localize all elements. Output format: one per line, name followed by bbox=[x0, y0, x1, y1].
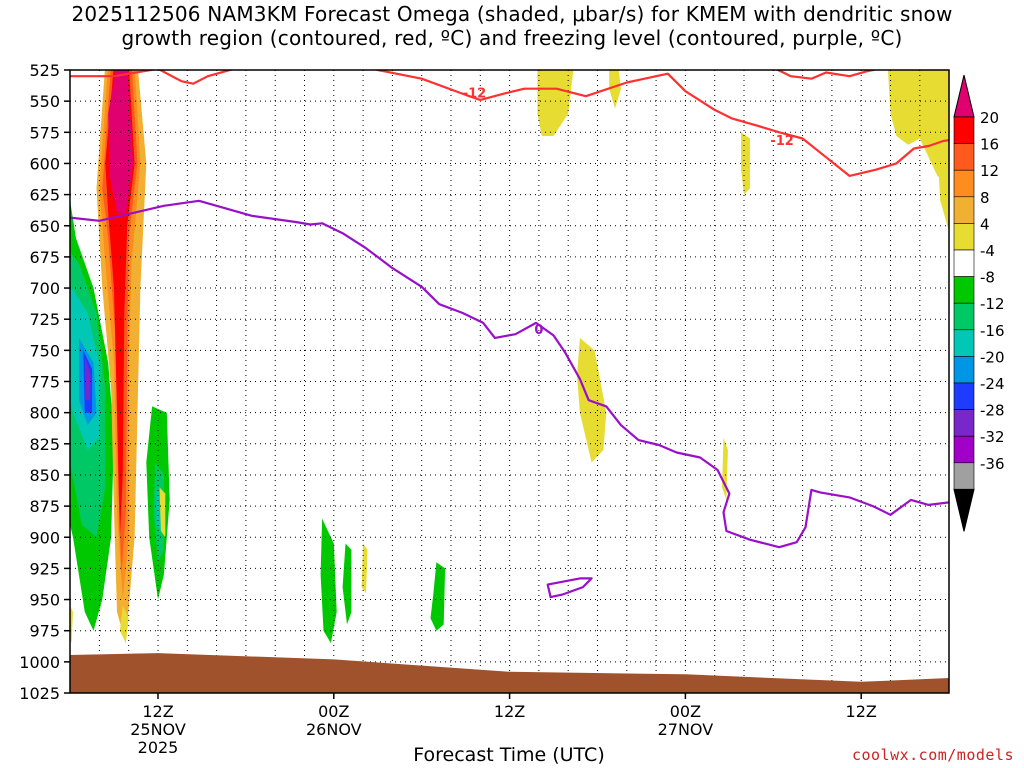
colorbar-top-arrow bbox=[953, 74, 975, 118]
x-tick-label: 25NOV bbox=[130, 720, 186, 739]
omega-patch bbox=[430, 562, 446, 631]
contours bbox=[70, 70, 949, 599]
x-tick-label: 12Z bbox=[494, 702, 525, 721]
y-tick-label: 975 bbox=[29, 622, 60, 641]
credit-text: coolwx.com/models bbox=[851, 746, 1014, 764]
x-axis-label: Forecast Time (UTC) bbox=[413, 744, 605, 766]
colorbar-label: 8 bbox=[980, 189, 990, 207]
colorbar-label: -8 bbox=[980, 269, 995, 287]
y-tick-label: 650 bbox=[29, 217, 60, 236]
colorbar-segment bbox=[953, 302, 975, 331]
colorbar-bottom-arrow bbox=[953, 488, 975, 532]
omega-patch bbox=[12, 64, 27, 136]
colorbar-label: -32 bbox=[980, 428, 1005, 446]
y-tick-label: 825 bbox=[29, 435, 60, 454]
omega-patch bbox=[119, 605, 129, 644]
colorbar-label: -16 bbox=[980, 322, 1005, 340]
omega-patch bbox=[609, 70, 621, 109]
colorbar-label: -36 bbox=[980, 455, 1005, 473]
y-axis: 525 550 575 600 625 650 675 700 725 750 775 800 825 8… bbox=[19, 61, 70, 703]
colorbar: 20 16 12 8 4 -4 -8 -12 -16 -20 -24 -28 -32 -36 bbox=[953, 74, 1005, 532]
contour-label: -12 bbox=[463, 86, 487, 101]
y-tick-label: 875 bbox=[29, 497, 60, 516]
colorbar-label: -24 bbox=[980, 375, 1005, 393]
y-tick-label: 1000 bbox=[19, 653, 60, 672]
omega-patch bbox=[14, 201, 19, 276]
chart-title: 2025112506 NAM3KM Forecast Omega (shaded… bbox=[0, 2, 1024, 50]
colorbar-segment bbox=[953, 169, 975, 198]
y-tick-label: 725 bbox=[29, 310, 60, 329]
contour-line bbox=[70, 70, 949, 177]
colorbar-segment bbox=[953, 462, 975, 490]
y-tick-label: 700 bbox=[29, 279, 60, 298]
plot-background bbox=[70, 70, 949, 693]
x-tick-label: 12Z bbox=[846, 702, 877, 721]
omega-patch bbox=[9, 188, 24, 288]
colorbar-label: 4 bbox=[980, 215, 990, 233]
y-tick-label: 550 bbox=[29, 92, 60, 111]
omega-patch bbox=[937, 151, 949, 232]
x-tick-label: 26NOV bbox=[306, 720, 362, 739]
x-tick-label: 27NOV bbox=[658, 720, 714, 739]
omega-shading bbox=[9, 64, 949, 644]
y-tick-label: 1025 bbox=[19, 684, 60, 703]
y-tick-label: 925 bbox=[29, 559, 60, 578]
colorbar-label: -20 bbox=[980, 348, 1005, 366]
chart-title-line-2: growth region (contoured, red, ºC) and f… bbox=[121, 26, 903, 50]
y-tick-label: 525 bbox=[29, 61, 60, 80]
colorbar-segment bbox=[953, 329, 975, 357]
colorbar-segment bbox=[953, 143, 975, 171]
y-tick-label: 800 bbox=[29, 404, 60, 423]
omega-patch bbox=[887, 70, 949, 185]
colorbar-label: 16 bbox=[980, 136, 999, 154]
contour-label: -12 bbox=[770, 134, 794, 149]
chart-title-line-1: 2025112506 NAM3KM Forecast Omega (shaded… bbox=[71, 2, 953, 26]
y-tick-label: 900 bbox=[29, 528, 60, 547]
contour-line bbox=[775, 70, 879, 80]
colorbar-segment bbox=[953, 356, 975, 384]
contour-line bbox=[546, 577, 593, 599]
ground-polygon bbox=[70, 653, 949, 693]
colorbar-label: 20 bbox=[980, 109, 999, 127]
y-tick-label: 775 bbox=[29, 373, 60, 392]
contour-labels: -12 -12 0 bbox=[463, 86, 794, 338]
x-tick-label: 2025 bbox=[138, 738, 179, 757]
y-tick-label: 675 bbox=[29, 248, 60, 267]
y-tick-label: 600 bbox=[29, 154, 60, 173]
y-tick-label: 850 bbox=[29, 466, 60, 485]
x-tick-label: 00Z bbox=[670, 702, 701, 721]
omega-patch bbox=[159, 487, 166, 538]
omega-patch bbox=[722, 437, 728, 500]
y-tick-label: 750 bbox=[29, 341, 60, 360]
omega-patch bbox=[84, 356, 91, 401]
colorbar-segment bbox=[953, 276, 975, 304]
colorbar-label: -4 bbox=[980, 242, 995, 260]
colorbar-segment bbox=[953, 116, 975, 144]
y-tick-label: 575 bbox=[29, 123, 60, 142]
colorbar-segment bbox=[953, 382, 975, 410]
x-tick-label: 12Z bbox=[142, 702, 173, 721]
omega-patch bbox=[342, 543, 352, 625]
y-tick-label: 625 bbox=[29, 186, 60, 205]
colorbar-segment bbox=[953, 409, 975, 437]
contour-line bbox=[70, 199, 949, 549]
omega-patch bbox=[108, 70, 134, 214]
colorbar-segment bbox=[953, 196, 975, 224]
colorbar-segment bbox=[953, 223, 975, 251]
x-tick-label: 00Z bbox=[318, 702, 349, 721]
omega-patch bbox=[537, 70, 574, 136]
colorbar-segment bbox=[953, 249, 975, 277]
colorbar-segment bbox=[953, 435, 975, 464]
omega-patch bbox=[320, 518, 337, 644]
colorbar-label: -12 bbox=[980, 295, 1005, 313]
colorbar-label: -28 bbox=[980, 402, 1005, 420]
colorbar-label: 12 bbox=[980, 162, 999, 180]
ground-fill bbox=[70, 653, 949, 693]
contour-label: 0 bbox=[534, 323, 543, 338]
y-tick-label: 950 bbox=[29, 591, 60, 610]
